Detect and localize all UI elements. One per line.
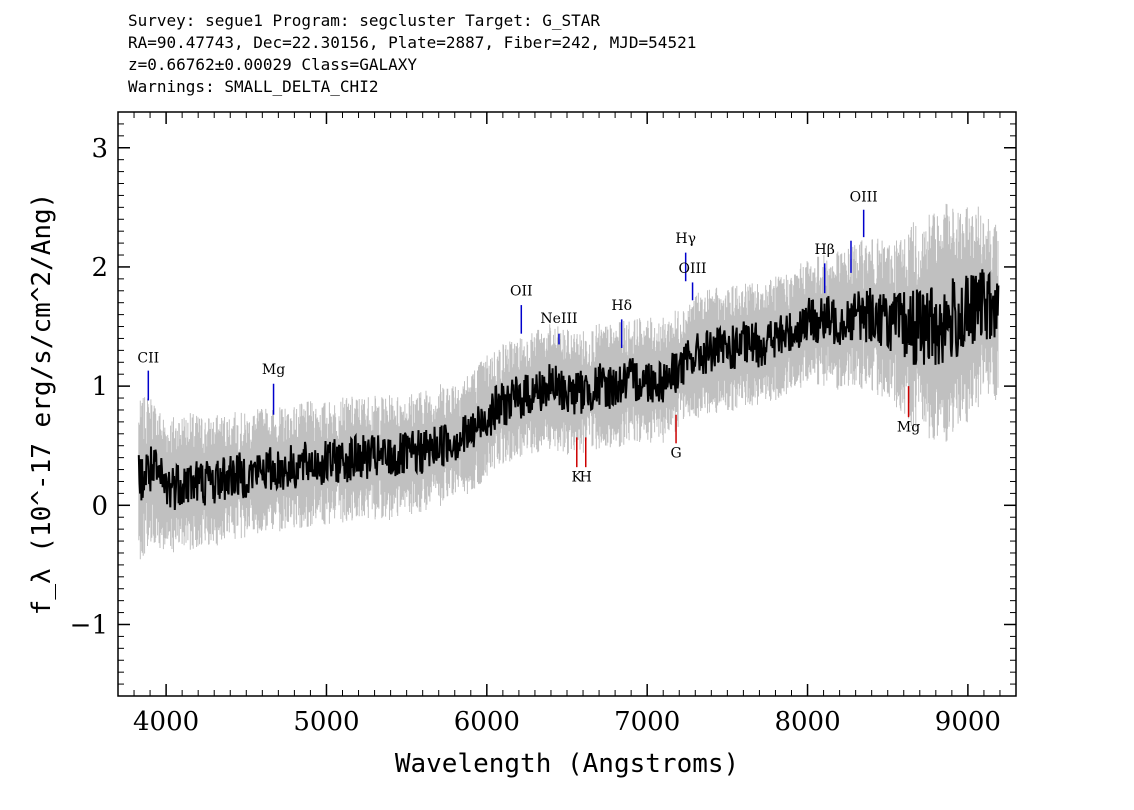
x-tick-label: 6000 bbox=[454, 707, 520, 737]
header-survey-line: Survey: segue1 Program: segcluster Targe… bbox=[128, 11, 601, 30]
y-tick-label: 3 bbox=[91, 134, 108, 164]
spectral-line-oiii: OIII bbox=[679, 261, 707, 301]
axis-ticks: 4000 5000 6000 7000 8000 9000 −1 0 1 2 3 bbox=[70, 112, 1017, 737]
line-label: Mg bbox=[262, 362, 285, 378]
line-label: Mg bbox=[897, 419, 920, 435]
line-label: OII bbox=[510, 284, 533, 300]
flux-series bbox=[137, 269, 1000, 511]
y-axis-label: f_λ (10^-17 erg/s/cm^2/Ang) bbox=[27, 193, 57, 616]
line-label: G bbox=[670, 446, 681, 462]
spectral-line-cii: CII bbox=[137, 350, 159, 401]
spectral-line-oiii: OIII bbox=[850, 189, 878, 238]
line-label: K bbox=[572, 469, 583, 485]
line-label: OIII bbox=[679, 261, 707, 277]
spectral-line-h: Hγ bbox=[675, 231, 696, 282]
header-redshift-line: z=0.66762±0.00029 Class=GALAXY bbox=[128, 55, 417, 74]
y-tick-label: 2 bbox=[91, 253, 108, 283]
line-label: OIII bbox=[850, 189, 878, 205]
spectral-line-g: G bbox=[670, 414, 682, 462]
spectral-line-mg: Mg bbox=[262, 362, 285, 415]
flux-line bbox=[137, 269, 1000, 511]
spectrum-header: Survey: segue1 Program: segcluster Targe… bbox=[128, 10, 696, 98]
x-tick-label: 5000 bbox=[293, 707, 359, 737]
header-coordinates-line: RA=90.47743, Dec=22.30156, Plate=2887, F… bbox=[128, 33, 697, 52]
y-axis-title: f_λ (10^-17 erg/s/cm^2/Ang) bbox=[27, 193, 57, 616]
line-label: Hβ bbox=[815, 242, 835, 258]
line-label: Hδ bbox=[611, 298, 632, 314]
spectral-line-h: H bbox=[580, 437, 592, 485]
spectral-line-markers: CII Mg OII NeIII Hδ Hγ OIII Hβ OIII KH G Mg bbox=[137, 189, 920, 485]
spectral-line-h: Hβ bbox=[815, 242, 835, 294]
line-label: NeIII bbox=[540, 311, 577, 327]
spectral-line-mg: Mg bbox=[897, 386, 920, 435]
line-label: H bbox=[580, 469, 592, 485]
y-tick-label: 0 bbox=[91, 491, 108, 521]
line-label: CII bbox=[137, 350, 159, 366]
spectral-line-k: K bbox=[572, 437, 583, 485]
y-tick-label: −1 bbox=[70, 610, 108, 640]
x-tick-label: 9000 bbox=[935, 707, 1001, 737]
line-label: Hγ bbox=[675, 231, 696, 247]
x-tick-label: 7000 bbox=[614, 707, 680, 737]
x-tick-label: 8000 bbox=[774, 707, 840, 737]
y-tick-label: 1 bbox=[91, 372, 108, 402]
x-tick-label: 4000 bbox=[133, 707, 199, 737]
spectral-line-h: Hδ bbox=[611, 298, 632, 348]
x-axis-label: Wavelength (Angstroms) bbox=[395, 749, 739, 779]
spectral-line-neiii: NeIII bbox=[540, 311, 578, 345]
spectral-line-oii: OII bbox=[510, 284, 533, 334]
header-warnings-line: Warnings: SMALL_DELTA_CHI2 bbox=[128, 77, 379, 96]
